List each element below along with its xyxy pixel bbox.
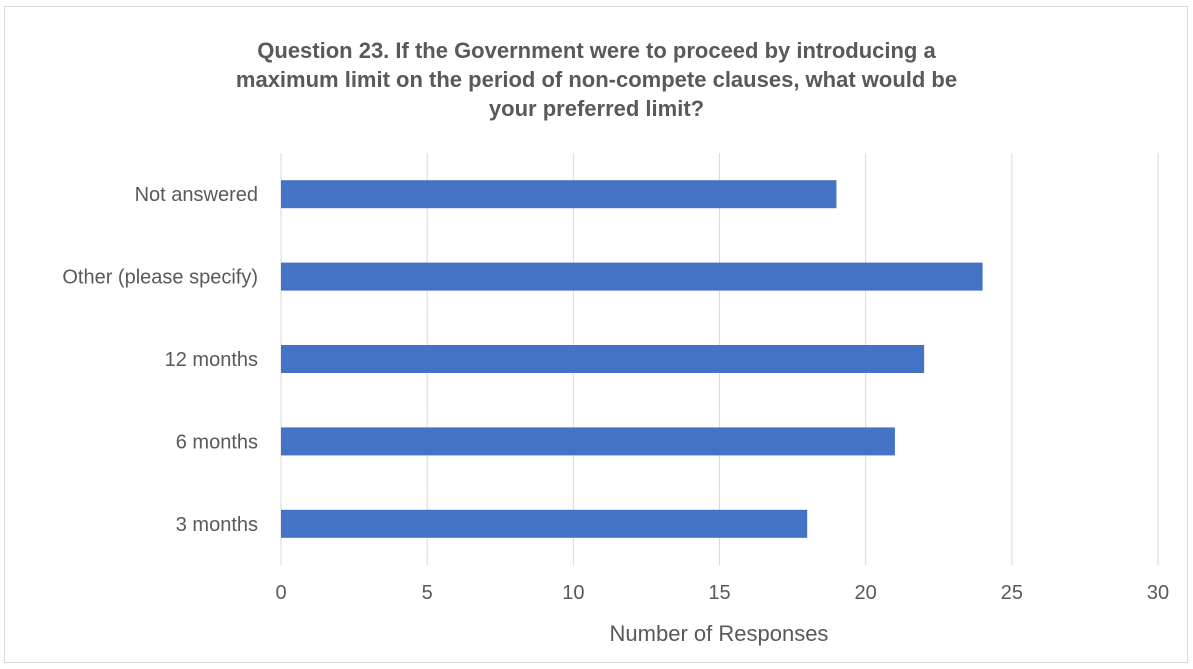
x-tick-label: 0 bbox=[275, 582, 286, 604]
category-label: 12 months bbox=[165, 349, 258, 371]
chart-title-line-3: your preferred limit? bbox=[488, 96, 705, 121]
category-label: 3 months bbox=[176, 514, 258, 536]
category-labels: Not answered Other (please specify) 12 mon… bbox=[62, 184, 258, 536]
x-tick-label: 5 bbox=[422, 582, 433, 604]
bars bbox=[281, 180, 983, 538]
x-tick-label: 20 bbox=[855, 582, 877, 604]
x-axis-title: Number of Responses bbox=[610, 621, 829, 646]
bar bbox=[281, 427, 895, 456]
x-tick-label: 10 bbox=[562, 582, 584, 604]
category-label: 6 months bbox=[176, 431, 258, 453]
chart-frame bbox=[4, 6, 1188, 663]
bar bbox=[281, 509, 808, 538]
category-label: Not answered bbox=[135, 184, 258, 206]
chart-title: Question 23. If the Government were to p… bbox=[0, 36, 1193, 123]
x-tick-label: 25 bbox=[1001, 582, 1023, 604]
x-tick-label: 15 bbox=[708, 582, 730, 604]
chart-title-line-2: maximum limit on the period of non-compe… bbox=[235, 67, 958, 92]
bar bbox=[281, 180, 837, 209]
bar bbox=[281, 262, 983, 291]
chart-title-line-1: Question 23. If the Government were to p… bbox=[257, 38, 936, 63]
x-tick-labels: 0 5 10 15 20 25 30 bbox=[275, 582, 1169, 604]
bar bbox=[281, 345, 925, 373]
x-tick-label: 30 bbox=[1147, 582, 1169, 604]
category-label: Other (please specify) bbox=[62, 267, 258, 289]
